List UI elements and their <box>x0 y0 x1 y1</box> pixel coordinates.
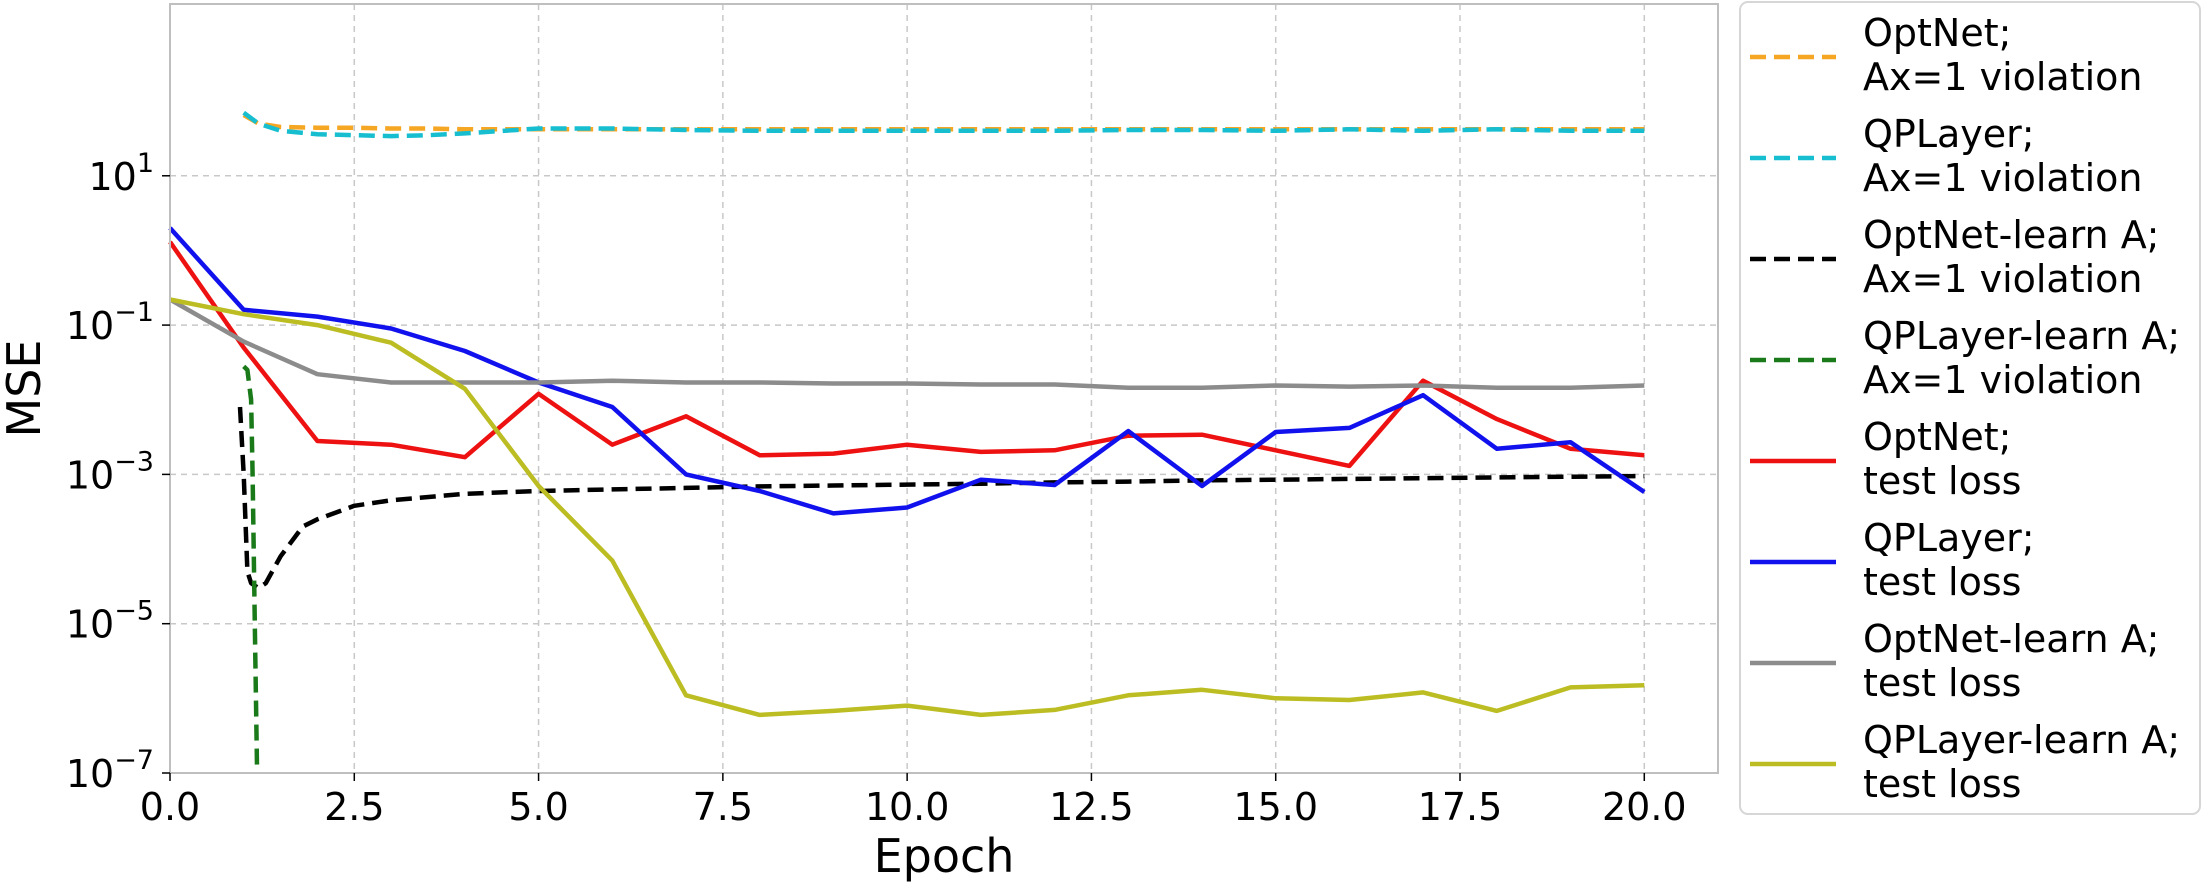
legend-label: QPLayer-learn A; <box>1863 314 2180 358</box>
legend-label: Ax=1 violation <box>1863 55 2143 99</box>
legend-label: OptNet; <box>1863 415 2011 459</box>
legend-label: OptNet-learn A; <box>1863 617 2160 661</box>
x-tick-label: 17.5 <box>1418 785 1503 829</box>
y-tick-label: 10−7 <box>66 745 154 796</box>
plot-series <box>168 110 1646 768</box>
axes: 0.0 2.5 5.0 7.5 10.0 12.5 15.0 17.5 20.0 101 10−1 1… <box>66 148 1687 829</box>
x-tick-label: 12.5 <box>1049 785 1134 829</box>
x-tick-label: 7.5 <box>693 785 753 829</box>
x-axis-title: Epoch <box>874 829 1015 883</box>
legend-label: Ax=1 violation <box>1863 156 2143 200</box>
y-tick-label: 10−5 <box>66 596 154 647</box>
series-line <box>242 364 260 768</box>
x-tick-label: 0.0 <box>140 785 200 829</box>
y-tick-label: 10−3 <box>66 446 154 497</box>
legend-label: OptNet; <box>1863 11 2011 55</box>
legend-label: QPLayer; <box>1863 112 2035 156</box>
y-tick-label: 10−1 <box>66 297 154 348</box>
legend-label: test loss <box>1863 560 2021 604</box>
series-line <box>242 113 1645 132</box>
y-axis-title: MSE <box>0 340 51 438</box>
x-tick-label: 20.0 <box>1602 785 1687 829</box>
plot-frame <box>169 3 1719 774</box>
legend-box <box>1739 1 2201 815</box>
legend-label: test loss <box>1863 762 2021 806</box>
series-line <box>168 226 1646 516</box>
legend-label: test loss <box>1863 459 2021 503</box>
legend-label: Ax=1 violation <box>1863 358 2143 402</box>
x-tick-label: 2.5 <box>324 785 384 829</box>
legend-label: Ax=1 violation <box>1863 257 2143 301</box>
legend-label: OptNet-learn A; <box>1863 213 2160 257</box>
x-tick-label: 15.0 <box>1233 785 1318 829</box>
series-line <box>169 297 1645 718</box>
y-tick-label: 101 <box>88 148 154 199</box>
legend-label: test loss <box>1863 661 2021 705</box>
legend-label: QPLayer; <box>1863 516 2035 560</box>
series-line <box>168 240 1645 469</box>
grid <box>169 4 1718 774</box>
x-tick-label: 10.0 <box>865 785 950 829</box>
x-tick-label: 5.0 <box>508 785 568 829</box>
series-line <box>237 406 1645 591</box>
legend-label: QPLayer-learn A; <box>1863 718 2180 762</box>
series-line <box>242 110 1645 139</box>
series-line <box>168 297 1645 390</box>
